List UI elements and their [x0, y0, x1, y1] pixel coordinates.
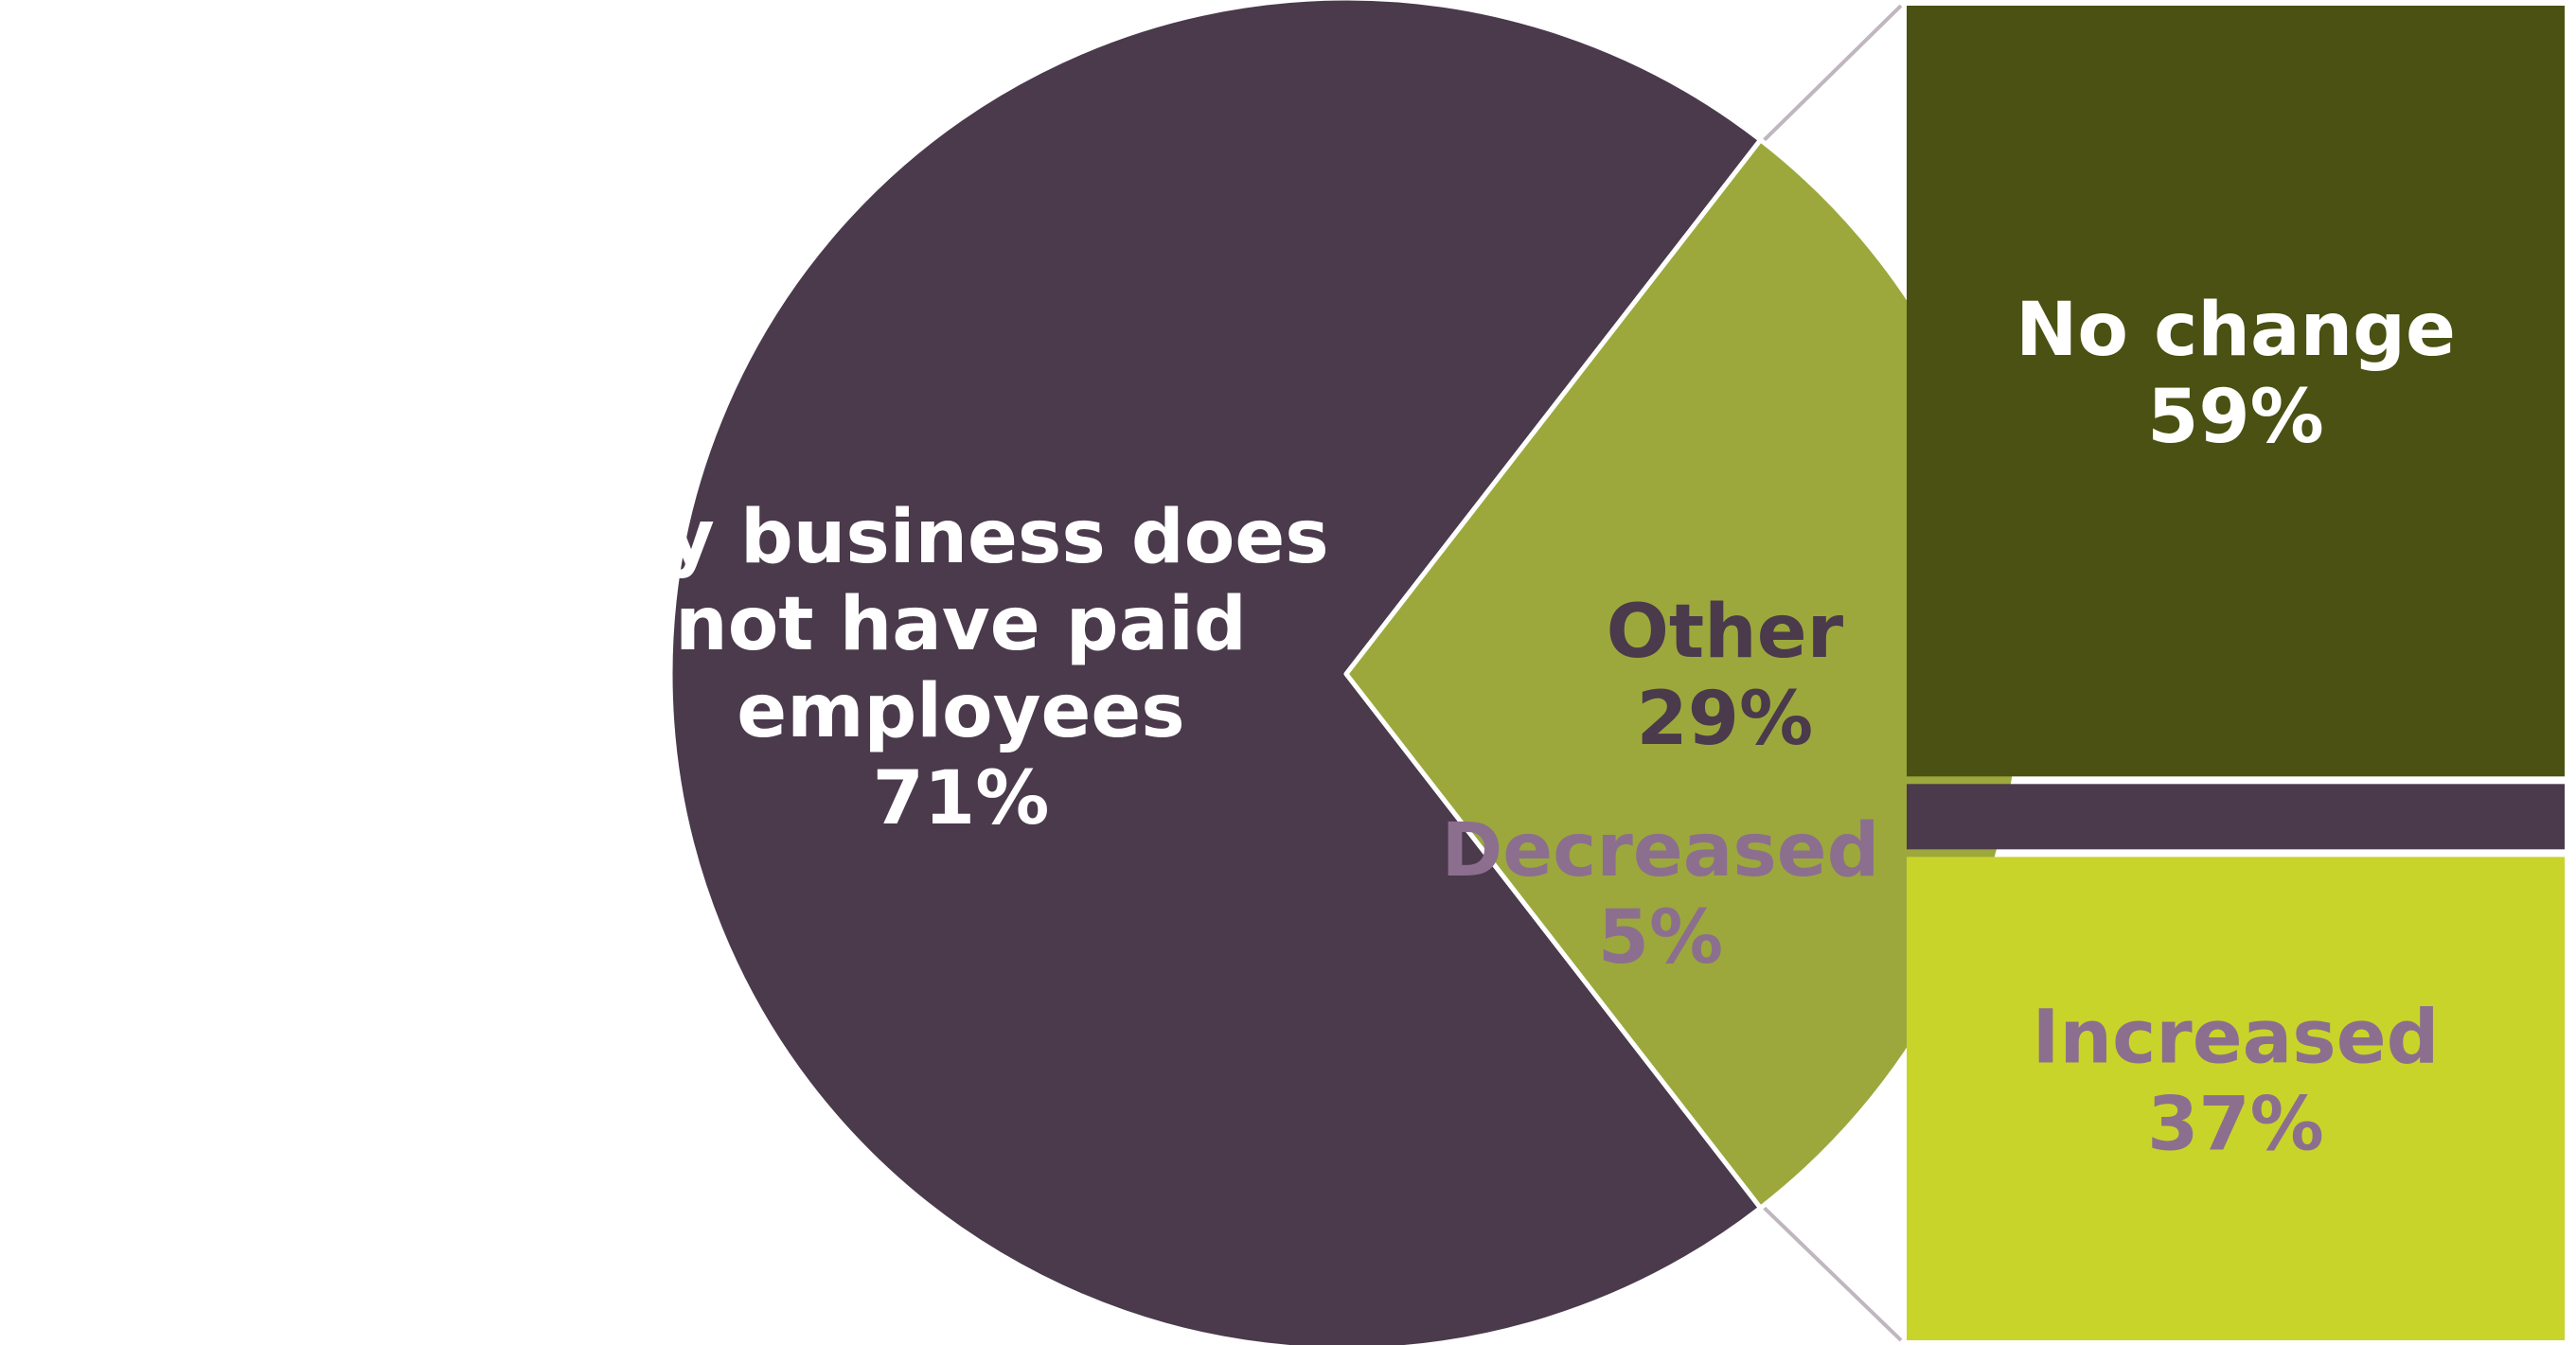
- bar-category-label-increased: Increased: [2033, 996, 2440, 1081]
- pie-value-label-my-business-does-not-have-paid-employees: 71%: [873, 756, 1050, 841]
- pie-category-label-my-business-does-not-have-paid-employees: My business does: [593, 495, 1328, 580]
- bar-segment-increased: [1907, 857, 2565, 1340]
- pie: [667, 0, 2025, 1345]
- bar-value-label-decreased: 5%: [1598, 895, 1723, 981]
- connector-line-bottom: [1763, 1206, 1903, 1342]
- connector-lines: [1763, 4, 1903, 1342]
- bar-category-label-decreased: Decreased: [1441, 808, 1879, 894]
- pie-value-label-other: 29%: [1636, 677, 1813, 762]
- bar-value-label-no-change: 59%: [2147, 375, 2324, 460]
- bar-value-label-increased: 37%: [2147, 1083, 2324, 1168]
- bar-segment-decreased: [1907, 784, 2565, 850]
- connector-line-top: [1763, 4, 1903, 142]
- pie-slice-my-business-does-not-have-paid-employees: [667, 0, 1764, 1345]
- bar-segment-no-change: [1907, 6, 2565, 777]
- pie-category-label-other: Other: [1607, 590, 1844, 675]
- stacked-bar: [1907, 6, 2565, 1340]
- pie-category-label-my-business-does-not-have-paid-employees: not have paid: [675, 582, 1247, 667]
- bar-category-label-no-change: No change: [2016, 288, 2456, 373]
- pie-category-label-my-business-does-not-have-paid-employees: employees: [737, 669, 1184, 754]
